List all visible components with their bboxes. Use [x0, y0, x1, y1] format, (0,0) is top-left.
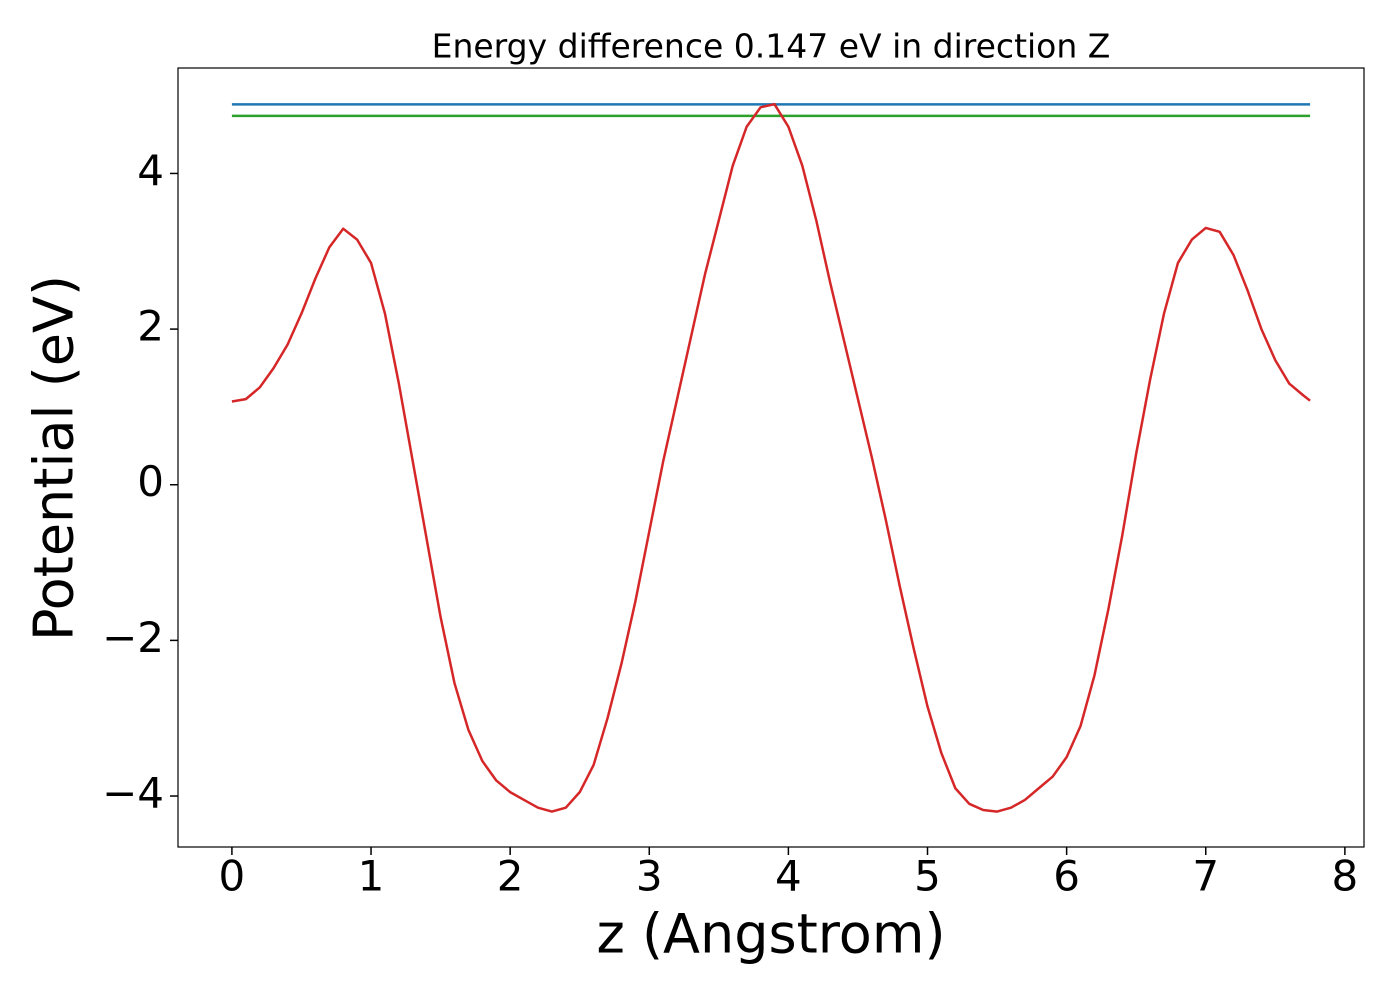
x-axis-label: z (Angstrom) — [596, 903, 945, 966]
x-tick-label: 8 — [1332, 852, 1359, 901]
x-tick-label: 0 — [219, 852, 246, 901]
chart-title: Energy difference 0.147 eV in direction … — [432, 27, 1111, 66]
x-tick-label: 2 — [497, 852, 524, 901]
y-tick-label: 4 — [137, 146, 164, 195]
y-tick-label: −2 — [102, 613, 164, 662]
x-tick-label: 6 — [1053, 852, 1080, 901]
line-series — [231, 102, 1311, 813]
y-tick-label: 0 — [137, 457, 164, 506]
y-tick-label: 2 — [137, 302, 164, 351]
y-tick-label: −4 — [102, 769, 164, 818]
y-axis-label: Potential (eV) — [23, 275, 86, 641]
x-tick-label: 4 — [775, 852, 802, 901]
x-tick-label: 3 — [636, 852, 663, 901]
x-tick-label: 7 — [1192, 852, 1219, 901]
x-tick-label: 5 — [914, 852, 941, 901]
plot-frame — [177, 67, 1365, 848]
x-tick-label: 1 — [358, 852, 385, 901]
